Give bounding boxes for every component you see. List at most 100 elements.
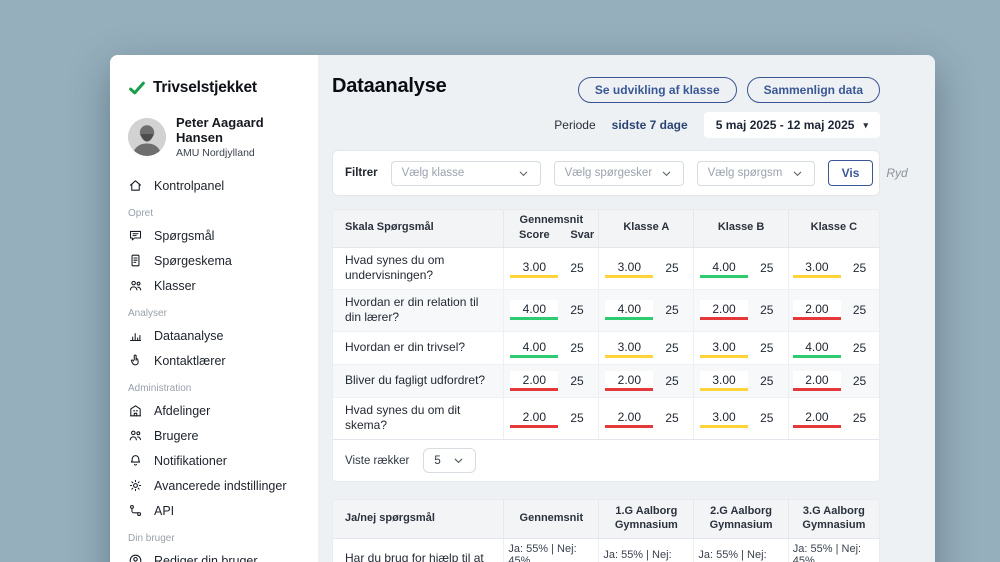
column-header-1-g-aalborg-gymnasium: 1.G Aalborg Gymnasium bbox=[598, 500, 693, 538]
nav-section-label: Din bruger bbox=[128, 533, 304, 544]
select-vaelg-klasse[interactable]: Vælg klasse bbox=[391, 161, 541, 186]
yesno-question-table: Ja/nej spørgsmål Gennemsnit 1.G Aalborg … bbox=[332, 499, 880, 562]
sidebar-item-label: Brugere bbox=[154, 429, 198, 443]
svar-subheader: Svar bbox=[570, 229, 592, 243]
question-cell: Hvad synes du om dit skema? bbox=[333, 398, 503, 439]
caret-down-icon: ▾ bbox=[863, 120, 868, 131]
chat-icon bbox=[128, 228, 143, 243]
score-cell: 2.0025 bbox=[598, 365, 693, 397]
page-background: Trivselstjekket Peter Aagaard Hansen AMU… bbox=[0, 0, 1000, 562]
answer-count: 25 bbox=[665, 341, 687, 355]
column-header-ja-nej-sporgsmal: Ja/nej spørgsmål bbox=[333, 500, 503, 538]
score-value: 4.00 bbox=[793, 338, 841, 358]
answer-count: 25 bbox=[570, 303, 592, 317]
answer-count: 25 bbox=[665, 261, 687, 275]
sidebar-item-dataanalyse[interactable]: Dataanalyse bbox=[126, 323, 304, 348]
sidebar-item-label: API bbox=[154, 504, 174, 518]
answer-count: 25 bbox=[853, 303, 875, 317]
score-cell: 2.0025 bbox=[503, 365, 598, 397]
sidebar-item-label: Kontaktlærer bbox=[154, 354, 226, 368]
answer-count: 25 bbox=[665, 374, 687, 388]
score-value: 3.00 bbox=[605, 258, 653, 278]
scale-table-body: Hvad synes du om undervisningen?3.00253.… bbox=[333, 248, 879, 440]
user-profile[interactable]: Peter Aagaard Hansen AMU Nordjylland bbox=[128, 115, 304, 159]
scale-question-table: Skala Spørgsmål Gennemsnit Score Svar Kl… bbox=[332, 209, 880, 482]
score-subheader: Score bbox=[510, 229, 558, 243]
score-value: 2.00 bbox=[700, 300, 748, 320]
chevron-down-icon bbox=[452, 454, 465, 467]
sidebar-item-klasser[interactable]: Klasser bbox=[126, 273, 304, 298]
filter-label: Filtrer bbox=[345, 167, 378, 179]
score-value: 3.00 bbox=[700, 408, 748, 428]
score-cell: 3.0025 bbox=[788, 248, 879, 289]
sidebar-item-kontrolpanel[interactable]: Kontrolpanel bbox=[126, 173, 304, 198]
api-icon bbox=[128, 503, 143, 518]
rows-per-page-select[interactable]: 5 bbox=[423, 448, 475, 473]
select-vaelg-sporgsmal[interactable]: Vælg spørgsmål bbox=[697, 161, 815, 186]
answer-count: 25 bbox=[570, 261, 592, 275]
table-row: Hvad synes du om undervisningen?3.00253.… bbox=[333, 248, 879, 289]
sidebar-item-api[interactable]: API bbox=[126, 498, 304, 523]
date-range-picker[interactable]: 5 maj 2025 - 12 maj 2025 ▾ bbox=[704, 112, 880, 138]
question-cell: Hvordan er din relation til din lærer? bbox=[333, 290, 503, 331]
users-icon bbox=[128, 428, 143, 443]
sidebar-item-sporgeskema[interactable]: Spørgeskema bbox=[126, 248, 304, 273]
user-text: Peter Aagaard Hansen AMU Nordjylland bbox=[176, 115, 304, 159]
sidebar-item-label: Dataanalyse bbox=[154, 329, 224, 343]
page-title: Dataanalyse bbox=[332, 75, 447, 98]
brand-name: Trivselstjekket bbox=[153, 79, 257, 97]
sidebar-item-afdelinger[interactable]: Afdelinger bbox=[126, 398, 304, 423]
sidebar-item-rediger-din-bruger[interactable]: Rediger din bruger bbox=[126, 548, 304, 562]
yesno-cell: Ja: 55% | Nej: 45%1090 besvarelser i alt bbox=[503, 539, 598, 562]
rows-per-page-label: Viste rækker bbox=[345, 455, 409, 467]
question-cell: Har du brug for hjælp til at finde en læ… bbox=[333, 539, 503, 562]
clear-filter-button[interactable]: Ryd bbox=[886, 166, 907, 180]
score-value: 2.00 bbox=[605, 408, 653, 428]
sidebar-item-sporgsmal[interactable]: Spørgsmål bbox=[126, 223, 304, 248]
score-cell: 2.00 25 bbox=[598, 398, 693, 439]
scale-table-header: Skala Spørgsmål Gennemsnit Score Svar Kl… bbox=[333, 210, 879, 248]
select-placeholder: Vælg spørgeskema bbox=[565, 167, 652, 179]
date-range-value: 5 maj 2025 - 12 maj 2025 bbox=[716, 118, 855, 132]
question-cell: Hvordan er din trivsel? bbox=[333, 332, 503, 364]
user-circle-icon bbox=[128, 553, 143, 562]
score-value: 2.00 bbox=[793, 300, 841, 320]
select-vaelg-sporgeskema[interactable]: Vælg spørgeskema bbox=[554, 161, 684, 186]
score-value: 3.00 bbox=[793, 258, 841, 278]
score-cell: 3.0025 bbox=[503, 248, 598, 289]
yes-no-split: Ja: 55% | Nej: 45% bbox=[603, 549, 689, 562]
sidebar-item-label: Klasser bbox=[154, 279, 196, 293]
answer-count: 25 bbox=[665, 411, 687, 425]
select-placeholder: Vælg spørgsmål bbox=[708, 167, 783, 179]
score-value: 2.00 bbox=[510, 371, 558, 391]
column-header-2-g-aalborg-gymnasium: 2.G Aalborg Gymnasium bbox=[693, 500, 787, 538]
yes-no-split: Ja: 55% | Nej: 45% bbox=[698, 549, 783, 562]
sidebar-item-label: Notifikationer bbox=[154, 454, 227, 468]
score-cell: 2.0025 bbox=[503, 398, 598, 439]
score-cell: 3.0025 bbox=[598, 332, 693, 364]
nav-section-label: Opret bbox=[128, 208, 304, 219]
sidebar-item-avancerede-indstillinger[interactable]: Avancerede indstillinger bbox=[126, 473, 304, 498]
action-se-udvikling-af-klasse-button[interactable]: Se udvikling af klasse bbox=[578, 77, 737, 103]
action-sammenlign-data-button[interactable]: Sammenlign data bbox=[747, 77, 880, 103]
score-value: 4.00 bbox=[510, 300, 558, 320]
sidebar-item-notifikationer[interactable]: Notifikationer bbox=[126, 448, 304, 473]
score-cell: 2.0025 bbox=[788, 398, 879, 439]
score-value: 4.00 bbox=[700, 258, 748, 278]
period-preset[interactable]: sidste 7 dage bbox=[612, 118, 688, 132]
score-cell: 3.00 25 bbox=[598, 248, 693, 289]
score-cell: 4.0025 bbox=[693, 248, 787, 289]
sidebar-item-kontaktlaerer[interactable]: Kontaktlærer bbox=[126, 348, 304, 373]
sidebar: Trivselstjekket Peter Aagaard Hansen AMU… bbox=[110, 55, 318, 562]
sidebar-item-brugere[interactable]: Brugere bbox=[126, 423, 304, 448]
gear-icon bbox=[128, 478, 143, 493]
answer-count: 25 bbox=[760, 341, 782, 355]
filter-bar: Filtrer Vælg klasse Vælg spørgeskema Vælg … bbox=[332, 150, 880, 196]
check-icon bbox=[128, 79, 146, 97]
period-label: Periode bbox=[554, 118, 595, 132]
apply-filter-button[interactable]: Vis bbox=[828, 160, 874, 186]
score-cell: 2.0025 bbox=[693, 290, 787, 331]
score-value: 2.00 bbox=[793, 408, 841, 428]
brand[interactable]: Trivselstjekket bbox=[128, 79, 304, 97]
answer-count: 25 bbox=[665, 303, 687, 317]
